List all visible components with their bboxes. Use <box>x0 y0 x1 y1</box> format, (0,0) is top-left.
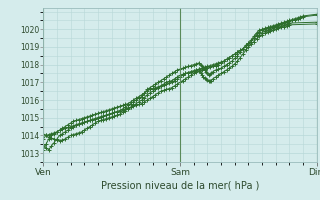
X-axis label: Pression niveau de la mer( hPa ): Pression niveau de la mer( hPa ) <box>101 181 259 191</box>
